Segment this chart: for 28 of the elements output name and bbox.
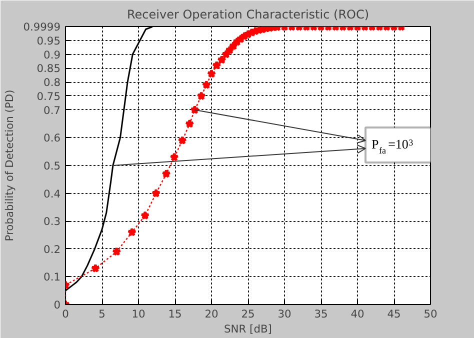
y-tick-label: 0.3 <box>44 215 61 228</box>
y-tick-label: 0.9 <box>44 48 61 62</box>
y-tick-label: 0.5 <box>44 159 61 172</box>
y-tick-label: 0.1 <box>44 270 61 284</box>
y-tick-label: 0.6 <box>44 132 61 145</box>
y-tick-label: 0.9999 <box>23 20 61 34</box>
y-tick-label: 0 <box>54 298 61 312</box>
x-tick-label: 0 <box>62 308 70 320</box>
x-tick-label: 40 <box>350 308 364 320</box>
x-tick-label: 20 <box>204 308 218 320</box>
x-tick-label: 5 <box>98 308 106 320</box>
x-tick-label: 50 <box>424 308 438 320</box>
y-tick-label: 0.7 <box>44 104 61 117</box>
y-axis-title: Probability of Detection (PD) <box>3 90 16 242</box>
y-tick-label: 0.95 <box>36 34 61 48</box>
y-tick-label: 0.85 <box>36 62 61 76</box>
y-tick-label: 0.8 <box>44 76 61 90</box>
x-tick-label: 35 <box>314 308 328 320</box>
y-tick-label: 0.75 <box>36 90 61 103</box>
x-tick-label: 10 <box>132 308 146 320</box>
y-tick-label: 0.4 <box>44 187 61 200</box>
x-tick-label: 15 <box>168 308 182 320</box>
x-tick-label: 45 <box>387 308 401 320</box>
chart-title: Receiver Operation Characteristic (ROC) <box>126 8 370 22</box>
x-tick-label: 25 <box>241 308 255 320</box>
x-tick-label: 30 <box>278 308 292 320</box>
y-tick-label: 0.2 <box>44 242 61 256</box>
x-axis-title: SNR [dB] <box>224 322 272 336</box>
